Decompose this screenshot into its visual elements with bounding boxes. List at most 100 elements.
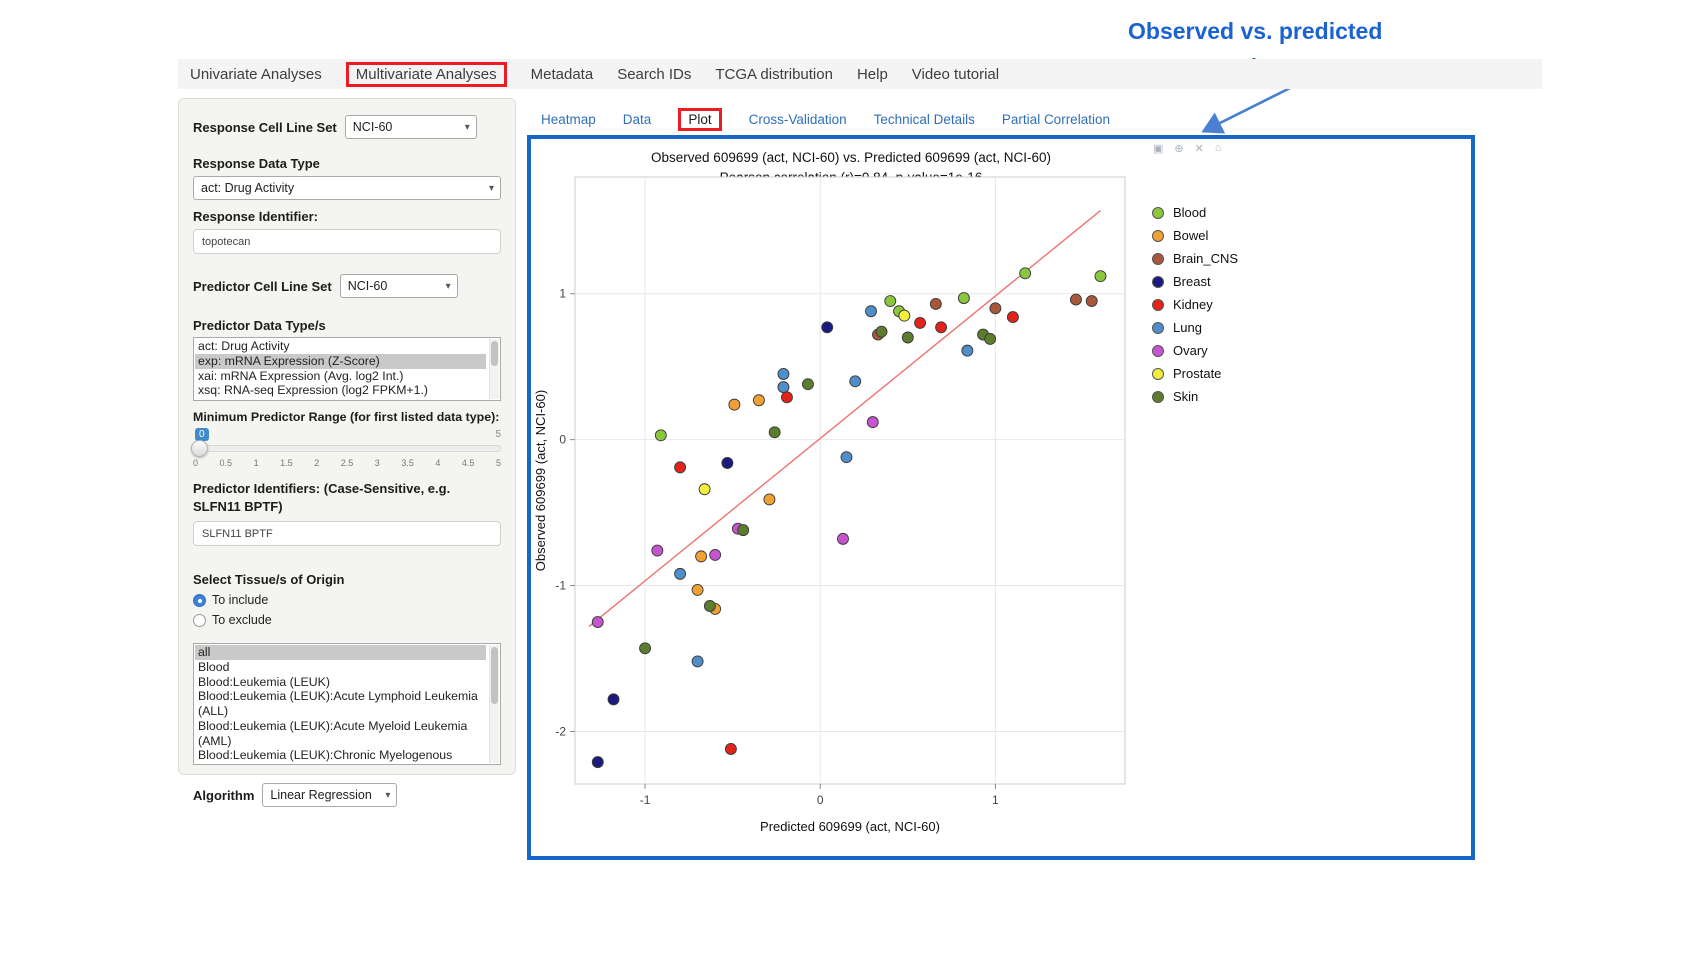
nav-video-tutorial[interactable]: Video tutorial	[911, 65, 1000, 83]
plot-legend: Blood Bowel Brain_CNS Breast Kidney Lung	[1152, 201, 1238, 408]
radio-to-include[interactable]	[193, 593, 206, 607]
response-data-type-select[interactable]: act: Drug Activity ▾	[193, 176, 501, 200]
tab-partial-correlation[interactable]: Partial Correlation	[1001, 112, 1110, 127]
slider-tick: 3.5	[401, 458, 414, 468]
response-cell-line-set-select[interactable]: NCI-60 ▾	[344, 115, 477, 139]
scrollbar[interactable]	[489, 339, 499, 399]
legend-label: Prostate	[1173, 366, 1222, 381]
list-option[interactable]: act: Drug Activity	[198, 339, 290, 353]
legend-item-kidney[interactable]: Kidney	[1152, 293, 1238, 316]
list-option[interactable]: xsq: RNA-seq Expression (log2 FPKM+1.)	[198, 383, 428, 398]
predictor-identifiers-input[interactable]	[193, 521, 501, 547]
top-navbar: Univariate Analyses Multivariate Analyse…	[178, 59, 1542, 89]
tab-heatmap[interactable]: Heatmap	[541, 112, 596, 127]
legend-item-blood[interactable]: Blood	[1152, 201, 1238, 224]
predictor-data-types-listbox: act: Drug Activity exp: mRNA Expression …	[193, 337, 501, 401]
legend-item-breast[interactable]: Breast	[1152, 270, 1238, 293]
legend-label: Breast	[1173, 274, 1211, 289]
legend-swatch-brain-cns	[1152, 252, 1164, 265]
tab-cross-validation[interactable]: Cross-Validation	[748, 112, 847, 127]
predictor-cell-line-set-select[interactable]: NCI-60 ▾	[339, 274, 458, 298]
predictor-cell-line-set-label: Predictor Cell Line Set	[193, 278, 332, 294]
list-option[interactable]: Blood:Leukemia (LEUK):Chronic Myelogenou…	[198, 748, 453, 764]
list-option[interactable]: Blood	[198, 659, 230, 674]
close-icon[interactable]: ✕	[1194, 143, 1204, 155]
legend-swatch-skin	[1152, 390, 1164, 403]
legend-swatch-bowel	[1152, 229, 1164, 242]
nav-search-ids[interactable]: Search IDs	[617, 65, 692, 83]
zoom-icon[interactable]: ⊕	[1174, 143, 1184, 155]
svg-text:0: 0	[817, 793, 824, 807]
nav-tcga-distribution[interactable]: TCGA distribution	[715, 65, 833, 83]
response-identifier-input[interactable]	[193, 229, 501, 254]
chevron-down-icon: ▾	[445, 280, 451, 292]
slider-tick: 0	[193, 458, 199, 468]
slider-tick: 1	[253, 458, 259, 468]
tab-data[interactable]: Data	[622, 112, 652, 127]
legend-item-skin[interactable]: Skin	[1152, 385, 1238, 408]
slider-tick: 5	[495, 458, 501, 468]
legend-swatch-kidney	[1152, 298, 1164, 311]
algorithm-value: Linear Regression	[270, 788, 372, 803]
list-option[interactable]: Blood:Leukemia (LEUK):Acute Myeloid Leuk…	[198, 718, 468, 748]
reset-axes-icon[interactable]: ⌂	[1214, 142, 1222, 154]
scrollbar-thumb[interactable]	[491, 341, 498, 367]
scrollbar[interactable]	[489, 645, 499, 764]
radio-to-exclude-row[interactable]: To exclude	[193, 613, 501, 627]
nav-multivariate-analyses[interactable]: Multivariate Analyses	[355, 65, 497, 83]
svg-text:Observed 609699 (act, NCI-60): Observed 609699 (act, NCI-60)	[533, 390, 548, 571]
legend-item-prostate[interactable]: Prostate	[1152, 362, 1238, 385]
predictor-data-types-label: Predictor Data Type/s	[193, 318, 326, 333]
nav-univariate-analyses[interactable]: Univariate Analyses	[190, 65, 322, 83]
list-option-selected[interactable]: exp: mRNA Expression (Z-Score)	[195, 353, 486, 369]
tab-technical-details[interactable]: Technical Details	[873, 112, 975, 127]
tab-plot[interactable]: Plot	[688, 112, 712, 127]
radio-to-exclude[interactable]	[193, 613, 206, 627]
legend-item-brain-cns[interactable]: Brain_CNS	[1152, 247, 1238, 270]
legend-label: Brain_CNS	[1173, 251, 1239, 266]
plot-modebar: ▣ ⊕ ✕ ⌂	[1153, 142, 1222, 155]
camera-icon[interactable]: ▣	[1153, 143, 1164, 155]
legend-label: Kidney	[1173, 297, 1213, 312]
slider-tick-labels: 0 0.5 1 1.5 2 2.5 3 3.5 4 4.5 5	[193, 458, 501, 468]
sidebar-form: Response Cell Line Set NCI-60 ▾ Response…	[178, 98, 516, 808]
plot-title: Observed 609699 (act, NCI-60) vs. Predic…	[651, 150, 1051, 165]
annotation-line1: Observed vs. predicted	[1128, 18, 1383, 44]
legend-label: Ovary	[1173, 343, 1208, 358]
legend-item-ovary[interactable]: Ovary	[1152, 339, 1238, 362]
radio-to-include-label: To include	[212, 593, 269, 608]
scrollbar-thumb[interactable]	[491, 647, 498, 704]
list-option[interactable]: Blood:Leukemia (LEUK)	[198, 674, 330, 689]
slider-tick: 2	[314, 458, 320, 468]
slider-tick: 4	[435, 458, 441, 468]
scatter-plot[interactable]: -1 0 1 -2 -1 0 1 Predicted 609699 (act, NCI-60)…	[531, 172, 1146, 844]
response-cell-line-set-label: Response Cell Line Set	[193, 119, 337, 135]
legend-item-lung[interactable]: Lung	[1152, 316, 1238, 339]
radio-to-exclude-label: To exclude	[212, 613, 272, 628]
chevron-down-icon: ▾	[464, 121, 470, 133]
list-option[interactable]: xai: mRNA Expression (Avg. log2 Int.)	[198, 368, 404, 383]
response-identifier-label: Response Identifier:	[193, 209, 318, 224]
algorithm-label: Algorithm	[193, 787, 255, 803]
result-tabs: Heatmap Data Plot Cross-Validation Techn…	[541, 108, 1110, 131]
min-predictor-range-label: Minimum Predictor Range (for first liste…	[193, 410, 500, 424]
svg-text:1: 1	[559, 287, 566, 301]
slider-tick: 2.5	[340, 458, 354, 468]
min-predictor-range-slider: 0 5 0 0.5 1 1.5 2 2.5 3 3.5 4 4.5 5	[191, 428, 501, 474]
algorithm-select[interactable]: Linear Regression ▾	[262, 783, 398, 808]
slider-track[interactable]	[193, 445, 501, 452]
legend-swatch-ovary	[1152, 344, 1164, 357]
list-option-selected[interactable]: all	[195, 645, 486, 660]
slider-tick: 4.5	[461, 458, 475, 468]
active-nav-highlight: Multivariate Analyses	[345, 61, 507, 87]
nav-help[interactable]: Help	[856, 65, 888, 83]
radio-to-include-row[interactable]: To include	[193, 593, 501, 607]
response-data-type-label: Response Data Type	[193, 156, 320, 171]
response-data-type-value: act: Drug Activity	[201, 181, 295, 195]
slider-handle[interactable]	[191, 440, 208, 457]
legend-swatch-breast	[1152, 275, 1164, 288]
legend-item-bowel[interactable]: Bowel	[1152, 224, 1238, 247]
predictor-cell-line-set-value: NCI-60	[347, 279, 388, 293]
nav-metadata[interactable]: Metadata	[530, 65, 594, 83]
list-option[interactable]: Blood:Leukemia (LEUK):Acute Lymphoid Leu…	[198, 689, 478, 719]
